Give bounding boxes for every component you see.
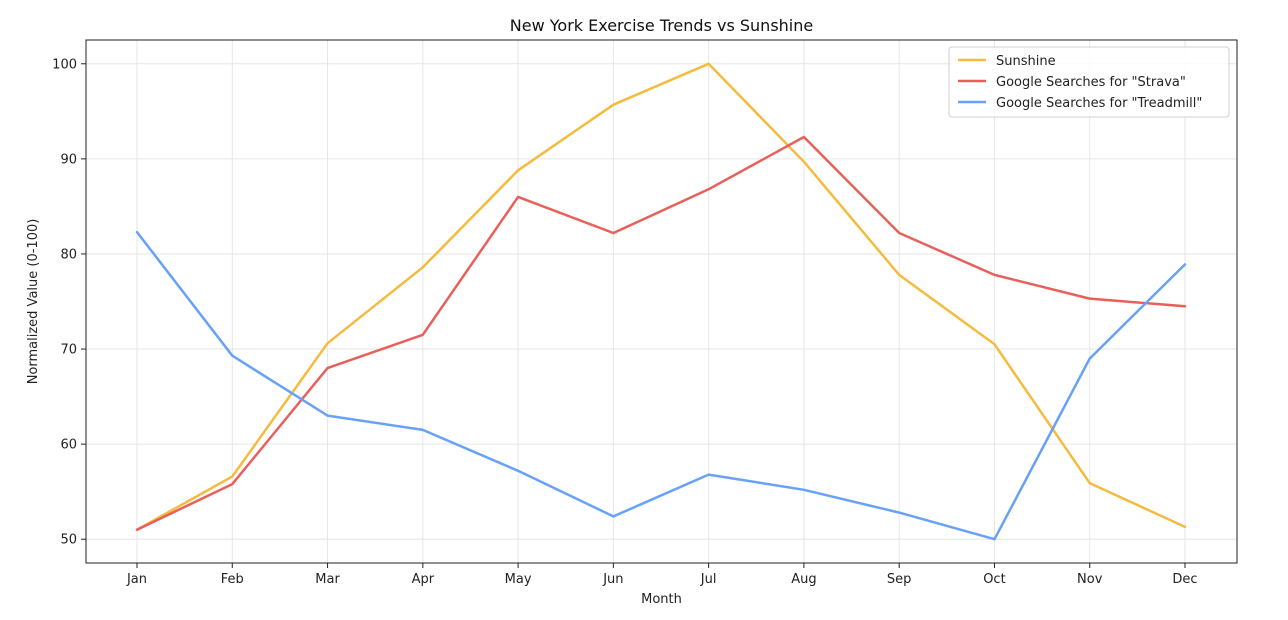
y-tick-label: 80: [60, 247, 77, 262]
series-lines: [135, 62, 1187, 541]
legend-label: Sunshine: [996, 54, 1056, 69]
y-axis-ticks: 50 60 70 80 90 100: [52, 57, 86, 548]
series-line-3: [135, 230, 1187, 541]
x-axis-ticks: Jan Feb Mar Apr May Jun Jul Aug Sep Oct Nov Dec: [126, 563, 1198, 587]
x-tick-label: Apr: [412, 572, 435, 587]
x-tick-label: Mar: [315, 572, 340, 587]
x-tick-label: Feb: [221, 572, 244, 587]
grid: [86, 40, 1237, 563]
series-line-1: [135, 62, 1187, 531]
legend: Sunshine Google Searches for "Strava" Goog…: [948, 46, 1230, 118]
x-tick-label: Nov: [1077, 572, 1103, 587]
y-tick-label: 60: [60, 438, 77, 453]
legend-label: Google Searches for "Treadmill": [996, 96, 1202, 111]
x-axis-title: Month: [641, 592, 682, 607]
x-tick-label: Dec: [1172, 572, 1197, 587]
legend-box: [948, 46, 1230, 118]
plot-frame: [85, 39, 1238, 564]
y-tick-label: 100: [52, 57, 77, 72]
x-tick-label: Jul: [700, 572, 717, 587]
y-tick-label: 70: [60, 343, 77, 358]
legend-label: Google Searches for "Strava": [996, 75, 1186, 90]
x-tick-label: Jun: [602, 572, 623, 587]
x-tick-label: Aug: [791, 572, 816, 587]
y-tick-label: 50: [60, 533, 77, 548]
x-tick-label: May: [505, 572, 532, 587]
chart-title: New York Exercise Trends vs Sunshine: [510, 16, 813, 35]
y-tick-label: 90: [60, 152, 77, 167]
x-tick-label: Sep: [887, 572, 912, 587]
x-tick-label: Oct: [983, 572, 1005, 587]
x-tick-label: Jan: [126, 572, 147, 587]
series-line-2: [135, 135, 1187, 531]
y-axis-title: Normalized Value (0-100): [26, 219, 41, 385]
